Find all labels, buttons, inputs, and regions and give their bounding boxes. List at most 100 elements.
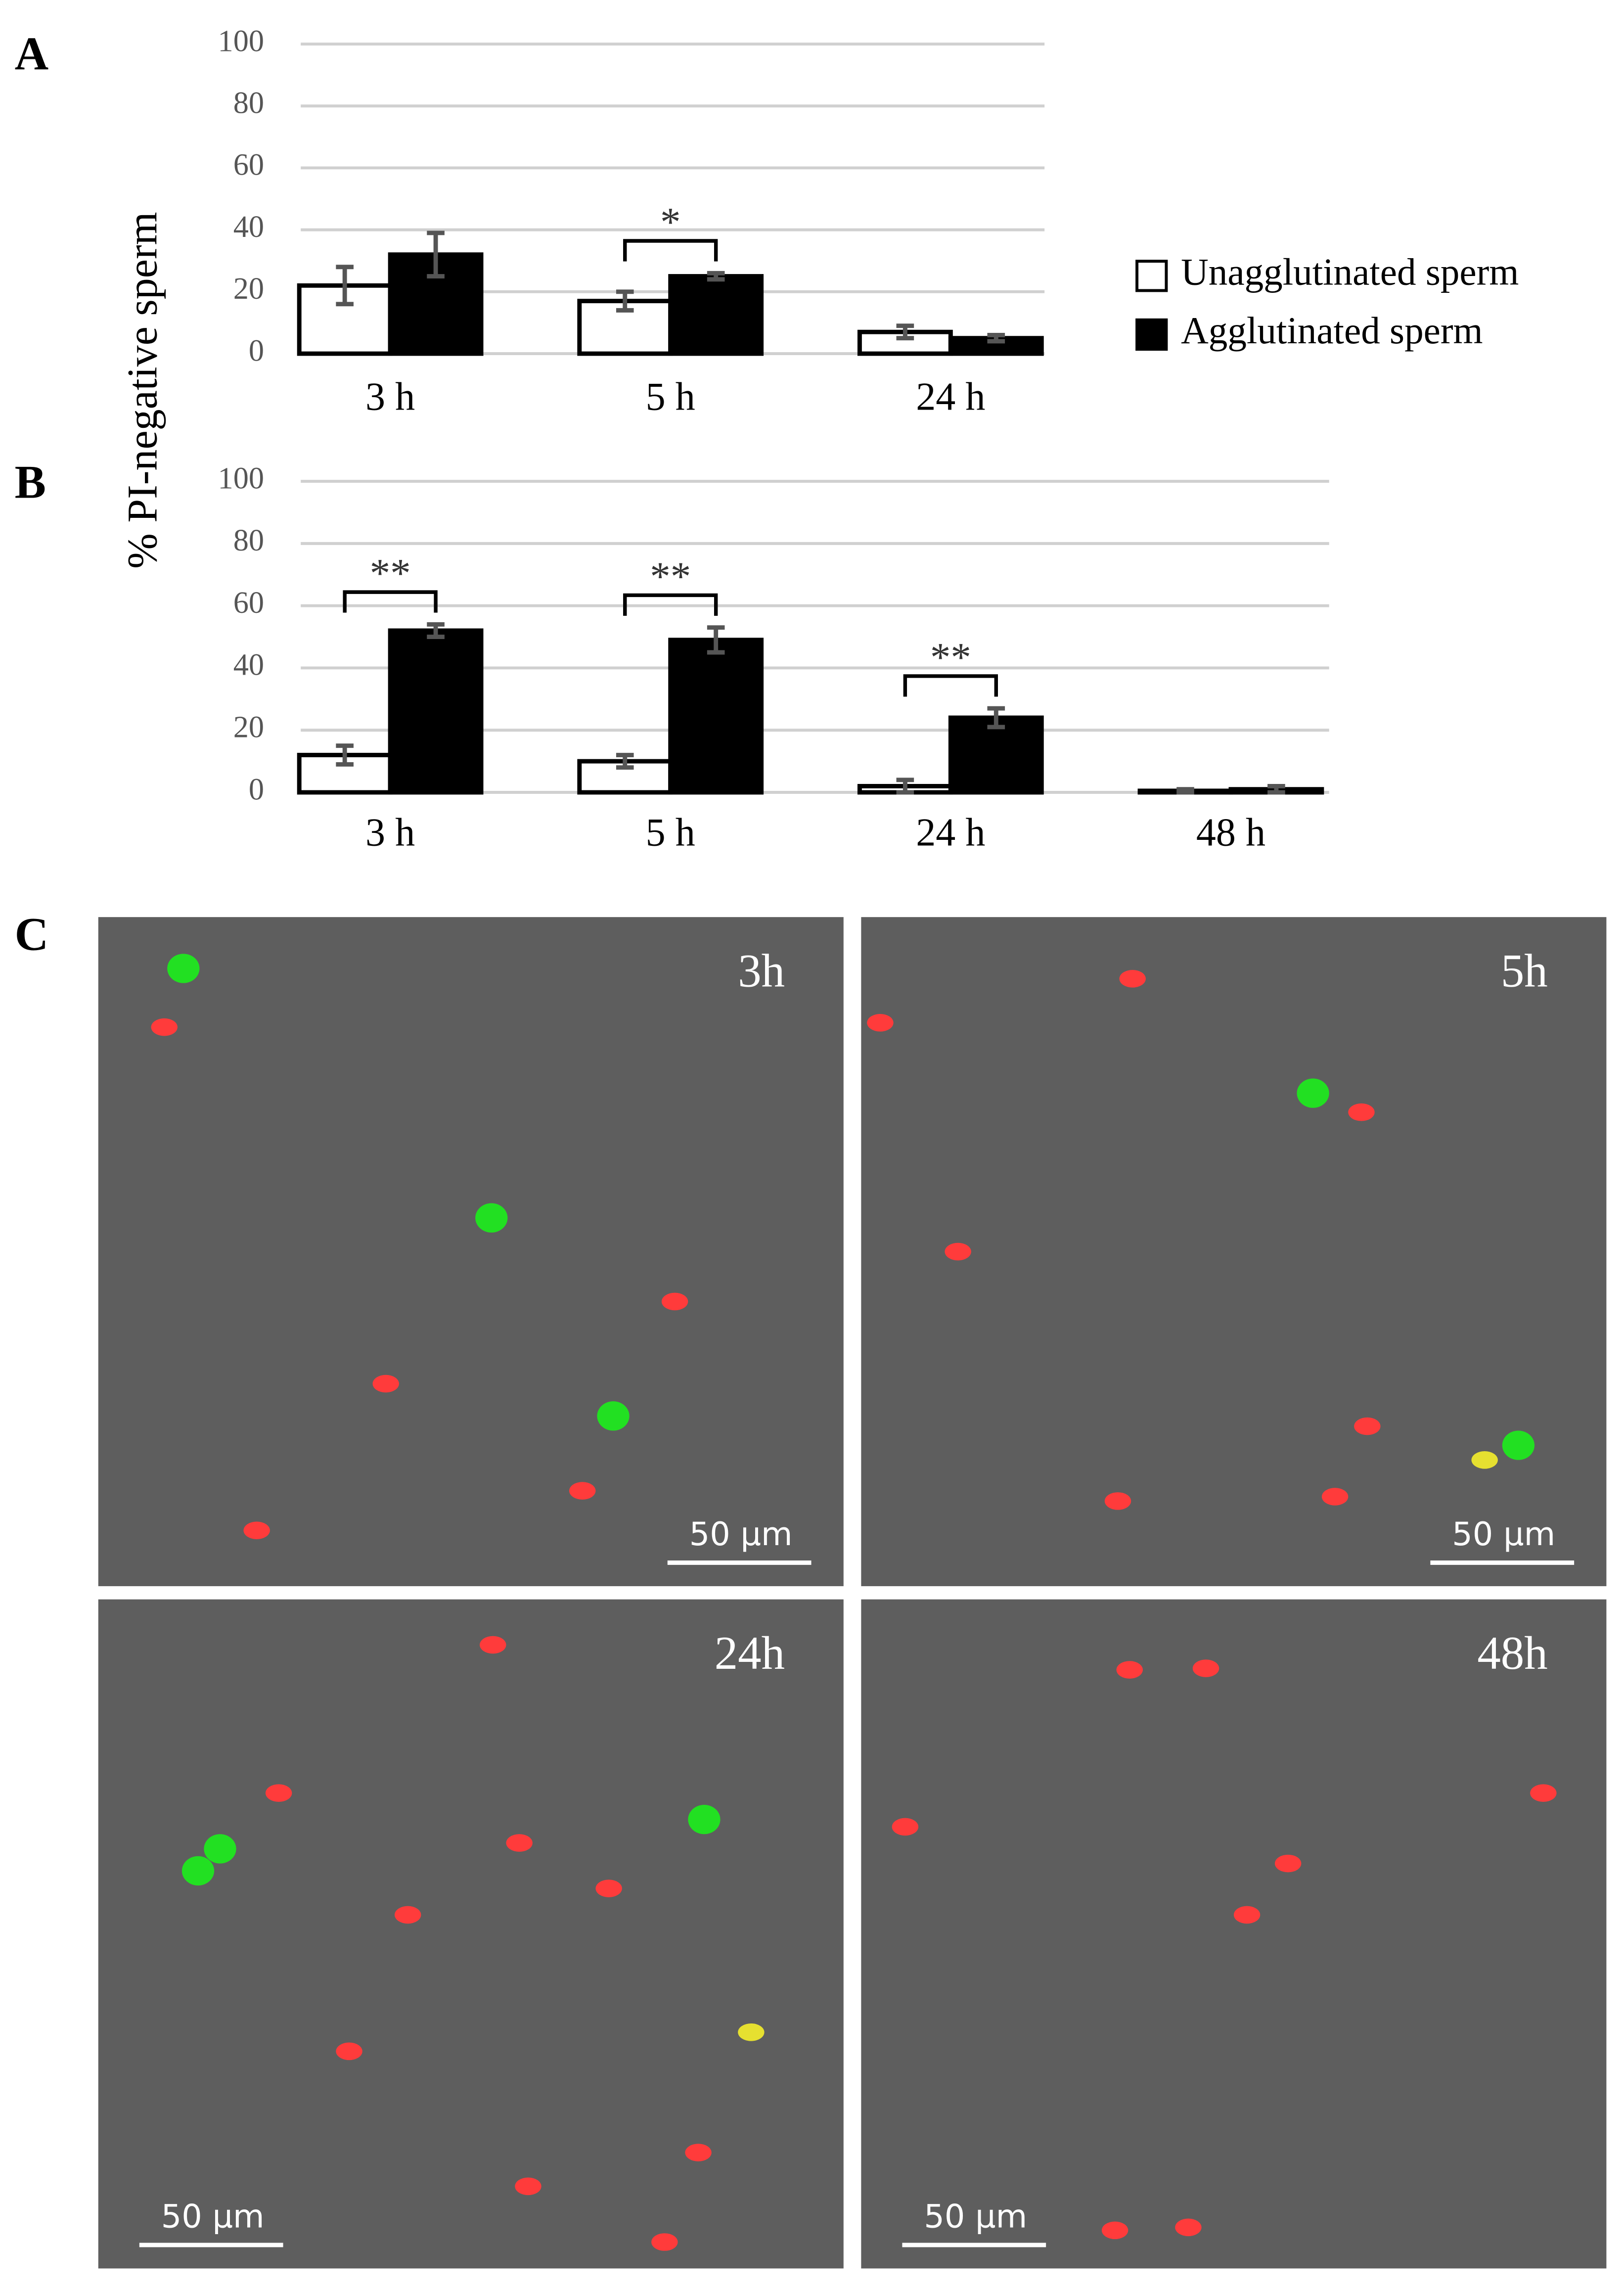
y-tick-label: 20: [233, 710, 264, 744]
x-tick-label: 24 h: [916, 375, 985, 418]
cell: [1297, 1078, 1329, 1108]
panel-label: C: [15, 908, 49, 960]
x-tick-label: 3 h: [365, 811, 415, 854]
significance-label: **: [650, 553, 691, 599]
legend-swatch: [1135, 318, 1168, 351]
cell: [1101, 2221, 1128, 2240]
x-tick-label: 3 h: [365, 375, 415, 418]
bar: [668, 638, 764, 795]
cell: [1104, 1492, 1131, 1510]
significance-label: **: [370, 550, 411, 596]
cell: [181, 1856, 215, 1886]
panel-label: B: [15, 456, 46, 508]
x-tick-label: 48 h: [1196, 811, 1265, 854]
cell: [395, 1906, 421, 1924]
cell: [1530, 1784, 1557, 1802]
significance-bracket: [343, 590, 438, 613]
x-tick-label: 5 h: [646, 375, 695, 418]
y-tick-label: 80: [233, 86, 264, 120]
significance-label: **: [930, 634, 971, 680]
cell: [372, 1375, 399, 1393]
error-bar: [336, 265, 354, 307]
scale-bar-label: 50 μm: [161, 2198, 265, 2236]
y-tick-label: 40: [233, 210, 264, 244]
error-bar: [1267, 783, 1285, 795]
cell: [651, 2233, 678, 2251]
cell: [892, 1818, 919, 1836]
cell: [867, 1013, 894, 1032]
cell: [243, 1521, 270, 1540]
y-tick-label: 80: [233, 523, 264, 557]
cell: [945, 1242, 971, 1261]
cell: [1502, 1430, 1535, 1460]
y-axis-label: % PI-negative sperm: [118, 212, 166, 568]
cell: [1321, 1488, 1349, 1506]
legend-label: Unagglutinated sperm: [1181, 250, 1519, 293]
y-tick-label: 0: [249, 772, 264, 806]
y-tick-label: 0: [249, 333, 264, 367]
cell: [1119, 969, 1146, 988]
significance-bracket: [623, 593, 718, 616]
time-label: 5h: [1501, 945, 1548, 997]
cell: [1274, 1854, 1302, 1873]
cell: [151, 1018, 178, 1036]
y-tick-label: 40: [233, 648, 264, 682]
error-bar: [1176, 787, 1194, 795]
legend-swatch: [1135, 260, 1168, 292]
scale-bar-label: 50 μm: [689, 1515, 793, 1553]
time-label: 3h: [738, 945, 785, 997]
cell: [685, 2144, 712, 2161]
cell: [1348, 1103, 1375, 1121]
y-tick-label: 100: [218, 461, 264, 495]
micrograph: [98, 1599, 844, 2269]
cell: [475, 1203, 508, 1233]
cell: [569, 1482, 596, 1500]
cell: [661, 1292, 688, 1311]
cell: [336, 2042, 362, 2061]
cell: [1354, 1417, 1381, 1435]
cell: [688, 1804, 721, 1834]
significance-bracket: [623, 239, 718, 262]
cell: [1116, 1661, 1143, 1679]
panel-label: A: [15, 28, 49, 80]
error-bar: [427, 230, 445, 278]
legend-label: Agglutinated sperm: [1181, 309, 1483, 352]
y-tick-label: 20: [233, 272, 264, 306]
x-tick-label: 24 h: [916, 811, 985, 854]
cell: [167, 954, 200, 983]
y-tick-label: 100: [218, 24, 264, 58]
cell: [204, 1834, 236, 1864]
cell: [515, 2177, 541, 2196]
cell: [1192, 1659, 1219, 1677]
bar: [668, 274, 764, 356]
bar: [388, 628, 484, 795]
error-bar: [987, 706, 1005, 730]
scale-bar-label: 50 μm: [1452, 1515, 1555, 1553]
error-bar: [707, 625, 725, 655]
cell: [1471, 1451, 1498, 1469]
bar: [948, 715, 1044, 795]
error-bar: [427, 622, 445, 640]
micrograph: [861, 1599, 1607, 2269]
cell: [1175, 2218, 1202, 2237]
cell: [1233, 1906, 1261, 1924]
micrograph: [98, 917, 844, 1586]
significance-bracket: [903, 674, 998, 697]
cell: [597, 1401, 630, 1431]
cell: [480, 1636, 506, 1654]
error-bar: [896, 778, 914, 795]
cell: [506, 1834, 533, 1852]
error-bar: [616, 289, 634, 313]
error-bar: [336, 743, 354, 767]
y-tick-label: 60: [233, 148, 264, 182]
scale-bar-label: 50 μm: [924, 2198, 1027, 2236]
significance-label: *: [660, 199, 681, 244]
cell: [595, 1880, 622, 1897]
x-tick-label: 5 h: [646, 811, 695, 854]
time-label: 24h: [715, 1627, 785, 1679]
time-label: 48h: [1477, 1627, 1547, 1679]
y-tick-label: 60: [233, 586, 264, 620]
cell: [738, 2023, 765, 2041]
micrograph: [861, 917, 1607, 1586]
